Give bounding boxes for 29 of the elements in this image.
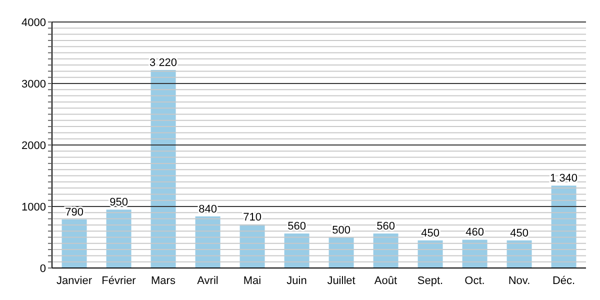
y-tick-label: 0 xyxy=(40,262,46,275)
data-label: 500 xyxy=(332,224,350,236)
data-label: 710 xyxy=(243,211,262,224)
x-tick-label: Janvier xyxy=(56,274,92,287)
data-label: 450 xyxy=(510,227,528,240)
x-tick-label: Février xyxy=(102,274,136,287)
x-tick-label: Déc. xyxy=(552,274,576,287)
data-label: 560 xyxy=(288,220,306,233)
y-tick-label: 1000 xyxy=(22,201,46,214)
data-label: 450 xyxy=(421,227,440,240)
x-tick-label: Oct. xyxy=(464,274,485,287)
data-label: 3 220 xyxy=(150,56,178,69)
data-label: 560 xyxy=(376,220,395,233)
data-label: 950 xyxy=(110,196,128,209)
x-tick-label: Sept. xyxy=(417,274,444,287)
data-label: 460 xyxy=(466,226,484,239)
x-tick-label: Août xyxy=(374,274,398,287)
data-label: 840 xyxy=(198,203,217,216)
x-tick-label: Mai xyxy=(243,274,262,287)
x-tick-label: Mars xyxy=(151,274,176,287)
data-label: 1 340 xyxy=(550,172,578,185)
x-tick-label: Juin xyxy=(286,274,307,287)
x-tick-label: Juillet xyxy=(327,274,356,287)
data-label: 790 xyxy=(65,206,84,218)
y-tick-label: 2000 xyxy=(22,140,46,152)
y-tick-label: 3000 xyxy=(22,78,46,90)
x-tick-label: Avril xyxy=(197,274,218,287)
x-tick-label: Nov. xyxy=(508,274,530,287)
y-tick-label: 4000 xyxy=(22,16,46,29)
